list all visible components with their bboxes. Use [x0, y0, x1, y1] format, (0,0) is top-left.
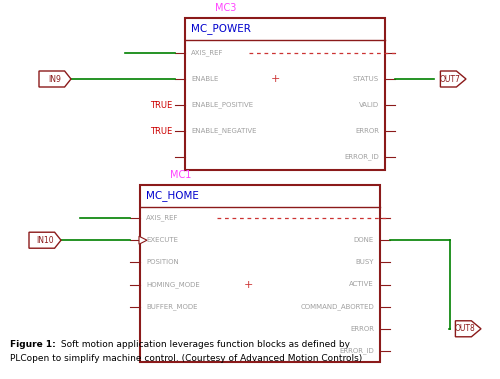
Text: MC3: MC3 [215, 3, 236, 13]
Text: +: + [270, 74, 280, 84]
Text: MC_HOME: MC_HOME [146, 191, 199, 202]
Polygon shape [39, 71, 71, 87]
Text: VALID: VALID [359, 102, 379, 108]
Text: BUFFER_MODE: BUFFER_MODE [146, 303, 198, 310]
Text: IN9: IN9 [48, 75, 62, 83]
Polygon shape [29, 232, 61, 248]
Text: ENABLE_NEGATIVE: ENABLE_NEGATIVE [191, 128, 256, 135]
Text: ERROR_ID: ERROR_ID [339, 348, 374, 354]
Text: ERROR: ERROR [355, 128, 379, 134]
Text: DONE: DONE [354, 237, 374, 243]
Text: Figure 1:: Figure 1: [10, 340, 56, 349]
Text: Soft motion application leverages function blocks as defined by: Soft motion application leverages functi… [58, 340, 350, 349]
Text: ERROR: ERROR [350, 326, 374, 332]
Text: TRUE: TRUE [150, 100, 172, 110]
Bar [185, 18, 385, 170]
Text: AXIS_REF: AXIS_REF [191, 50, 224, 56]
Text: STATUS: STATUS [353, 76, 379, 82]
Text: HOMING_MODE: HOMING_MODE [146, 281, 200, 288]
Polygon shape [139, 236, 147, 244]
Text: MC_POWER: MC_POWER [191, 23, 251, 34]
Text: ENABLE: ENABLE [191, 76, 218, 82]
Text: PLCopen to simplify machine control. (Courtesy of Advanced Motion Controls): PLCopen to simplify machine control. (Co… [10, 354, 362, 363]
Polygon shape [440, 71, 466, 87]
Text: BUSY: BUSY [356, 259, 374, 265]
Text: OUT8: OUT8 [454, 324, 475, 333]
Text: +: + [244, 279, 252, 290]
Text: COMMAND_ABORTED: COMMAND_ABORTED [300, 303, 374, 310]
Text: ERROR_ID: ERROR_ID [344, 153, 379, 160]
Text: ACTIVE: ACTIVE [349, 282, 374, 288]
Text: ENABLE_POSITIVE: ENABLE_POSITIVE [191, 102, 253, 108]
Text: EXECUTE: EXECUTE [146, 237, 178, 243]
Text: OUT7: OUT7 [440, 75, 460, 83]
Text: AXIS_REF: AXIS_REF [146, 215, 178, 221]
Text: POSITION: POSITION [146, 259, 179, 265]
Polygon shape [456, 321, 481, 337]
Text: MC1: MC1 [170, 170, 192, 180]
Text: TRUE: TRUE [150, 127, 172, 136]
Bar [140, 185, 380, 362]
Text: IN10: IN10 [36, 236, 54, 245]
